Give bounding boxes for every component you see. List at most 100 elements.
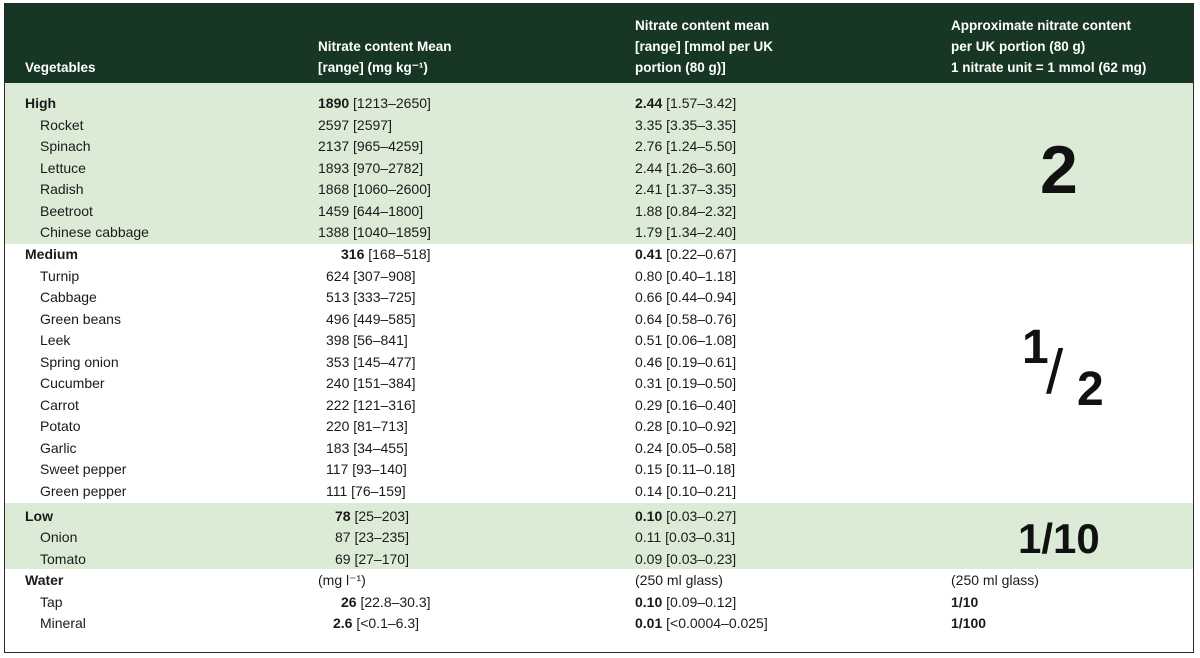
mg-range: [25–203] <box>354 508 409 524</box>
mmol-cell: 0.14 [0.10–0.21] <box>635 483 737 499</box>
vegetable-name: Green pepper <box>40 483 127 499</box>
group-label: Medium <box>25 246 78 262</box>
mmol-mean: 0.01 <box>635 615 663 631</box>
mg-cell: 78 [25–203] <box>335 506 409 528</box>
table-row: Rocket 2597 [2597] 3.35 [3.35–3.35] <box>0 115 1200 137</box>
mg-cell: 513 [333–725] <box>326 289 416 305</box>
table-row: Sweet pepper 117 [93–140] 0.15 [0.11–0.1… <box>0 459 1200 481</box>
mg-cell: 111 [76–159] <box>326 483 406 499</box>
vegetable-name: Green beans <box>40 311 121 327</box>
units-medium-numerator: 1 <box>1022 321 1049 374</box>
mmol-range: [0.03–0.27] <box>666 508 737 524</box>
mmol-cell: 0.11 [0.03–0.31] <box>635 529 736 545</box>
table-row: Garlic 183 [34–455] 0.24 [0.05–0.58] <box>0 438 1200 460</box>
water-name: Mineral <box>40 615 86 631</box>
mg-cell: 1459 [644–1800] <box>318 203 424 219</box>
units-medium-slash: / <box>1046 338 1064 407</box>
mmol-cell: 0.41 [0.22–0.67] <box>635 244 736 266</box>
units-medium-denominator: 2 <box>1077 363 1104 416</box>
mg-cell: 220 [81–713] <box>326 418 408 434</box>
mmol-range: [<0.0004–0.025] <box>666 615 768 631</box>
mmol-cell: 0.09 [0.03–0.23] <box>635 551 737 567</box>
table-row: Beetroot 1459 [644–1800] 1.88 [0.84–2.32… <box>0 201 1200 223</box>
table-row-group-high: High 1890 [1213–2650] 2.44 [1.57–3.42] <box>0 93 1200 115</box>
mmol-cell: 2.76 [1.24–5.50] <box>635 138 737 154</box>
mmol-mean: 0.41 <box>635 246 663 262</box>
mg-mean: 2.6 <box>333 615 353 631</box>
table-row: Onion 87 [23–235] 0.11 [0.03–0.31] <box>0 527 1200 549</box>
mg-mean: 316 <box>341 246 365 262</box>
vegetable-name: Beetroot <box>40 203 93 219</box>
mg-cell: 69 [27–170] <box>335 551 409 567</box>
table-row: Green beans 496 [449–585] 0.64 [0.58–0.7… <box>0 309 1200 331</box>
mg-cell: 2.6 [<0.1–6.3] <box>333 613 419 635</box>
mg-cell: 1890 [1213–2650] <box>318 93 431 115</box>
vegetable-name: Onion <box>40 529 78 545</box>
mmol-cell: 0.28 [0.10–0.92] <box>635 418 737 434</box>
mmol-cell: 0.10 [0.03–0.27] <box>635 506 736 528</box>
mg-cell: 240 [151–384] <box>326 375 416 391</box>
mmol-mean: 2.44 <box>635 95 663 111</box>
mmol-cell: 2.44 [1.26–3.60] <box>635 160 737 176</box>
mg-range: [<0.1–6.3] <box>356 615 420 631</box>
mg-cell: 26 [22.8–30.3] <box>341 592 431 614</box>
mg-cell: 2597 [2597] <box>318 117 392 133</box>
mmol-cell: 0.66 [0.44–0.94] <box>635 289 737 305</box>
mg-cell: 87 [23–235] <box>335 529 409 545</box>
water-name: Tap <box>40 594 63 610</box>
table-row: Cabbage 513 [333–725] 0.66 [0.44–0.94] <box>0 287 1200 309</box>
vegetable-name: Lettuce <box>40 160 86 176</box>
header-mmol-line2: [range] [mmol per UK <box>635 39 774 54</box>
table-row-group-low: Low 78 [25–203] 0.10 [0.03–0.27] <box>0 506 1200 528</box>
vegetable-name: Leek <box>40 332 71 348</box>
mg-cell: 1868 [1060–2600] <box>318 181 431 197</box>
mmol-cell: 0.24 [0.05–0.58] <box>635 440 737 456</box>
vegetable-name: Carrot <box>40 397 79 413</box>
mmol-cell: 0.80 [0.40–1.18] <box>635 268 737 284</box>
table-row: Chinese cabbage 1388 [1040–1859] 1.79 [1… <box>0 222 1200 244</box>
vegetable-name: Cucumber <box>40 375 105 391</box>
mg-range: [1213–2650] <box>353 95 431 111</box>
group-label: Water <box>25 572 64 588</box>
mmol-cell: 1.88 [0.84–2.32] <box>635 203 737 219</box>
table-header: Vegetables Nitrate content Mean [range] … <box>5 4 1193 83</box>
vegetable-name: Tomato <box>40 551 86 567</box>
mg-cell: 624 [307–908] <box>326 268 416 284</box>
units-high: 2 <box>1040 132 1078 208</box>
table-row: Spring onion 353 [145–477] 0.46 [0.19–0.… <box>0 352 1200 374</box>
mg-cell: 222 [121–316] <box>326 397 416 413</box>
mg-cell: 117 [93–140] <box>326 461 407 477</box>
mmol-cell: 0.10 [0.09–0.12] <box>635 592 736 614</box>
vegetable-name: Rocket <box>40 117 84 133</box>
mg-mean: 26 <box>341 594 357 610</box>
units-low: 1/10 <box>1018 515 1100 562</box>
mg-cell: 316 [168–518] <box>341 244 431 266</box>
table-row: Mineral 2.6 [<0.1–6.3] 0.01 [<0.0004–0.0… <box>0 613 1200 635</box>
vegetable-name: Turnip <box>40 268 80 284</box>
vegetable-name: Spring onion <box>40 354 119 370</box>
header-mmol-line1: Nitrate content mean <box>635 18 770 33</box>
table-row-group-water: Water (mg l⁻¹) (250 ml glass) (250 ml gl… <box>0 570 1200 592</box>
table-row-group-medium: Medium 316 [168–518] 0.41 [0.22–0.67] <box>0 244 1200 266</box>
header-mmol-line3: portion (80 g)] <box>635 60 726 75</box>
header-mg-line1: Nitrate content Mean <box>318 39 452 54</box>
mmol-mean: 0.10 <box>635 594 663 610</box>
vegetable-name: Cabbage <box>40 289 97 305</box>
units-unit: (250 ml glass) <box>951 572 1039 588</box>
mmol-range: [0.22–0.67] <box>666 246 737 262</box>
mg-cell: 2137 [965–4259] <box>318 138 424 154</box>
mg-mean: 1890 <box>318 95 350 111</box>
mmol-cell: 3.35 [3.35–3.35] <box>635 117 737 133</box>
table-row: Tomato 69 [27–170] 0.09 [0.03–0.23] <box>0 549 1200 571</box>
table-row: Lettuce 1893 [970–2782] 2.44 [1.26–3.60] <box>0 158 1200 180</box>
mg-cell: 353 [145–477] <box>326 354 416 370</box>
mmol-cell: 0.15 [0.11–0.18] <box>635 461 736 477</box>
mmol-cell: 0.46 [0.19–0.61] <box>635 354 737 370</box>
vegetable-name: Spinach <box>40 138 91 154</box>
mg-cell: 496 [449–585] <box>326 311 416 327</box>
mg-unit: (mg l⁻¹) <box>318 572 366 588</box>
table-row: Green pepper 111 [76–159] 0.14 [0.10–0.2… <box>0 481 1200 503</box>
header-vegetables: Vegetables <box>25 60 96 75</box>
table-row: Radish 1868 [1060–2600] 2.41 [1.37–3.35] <box>0 179 1200 201</box>
mmol-unit: (250 ml glass) <box>635 572 723 588</box>
